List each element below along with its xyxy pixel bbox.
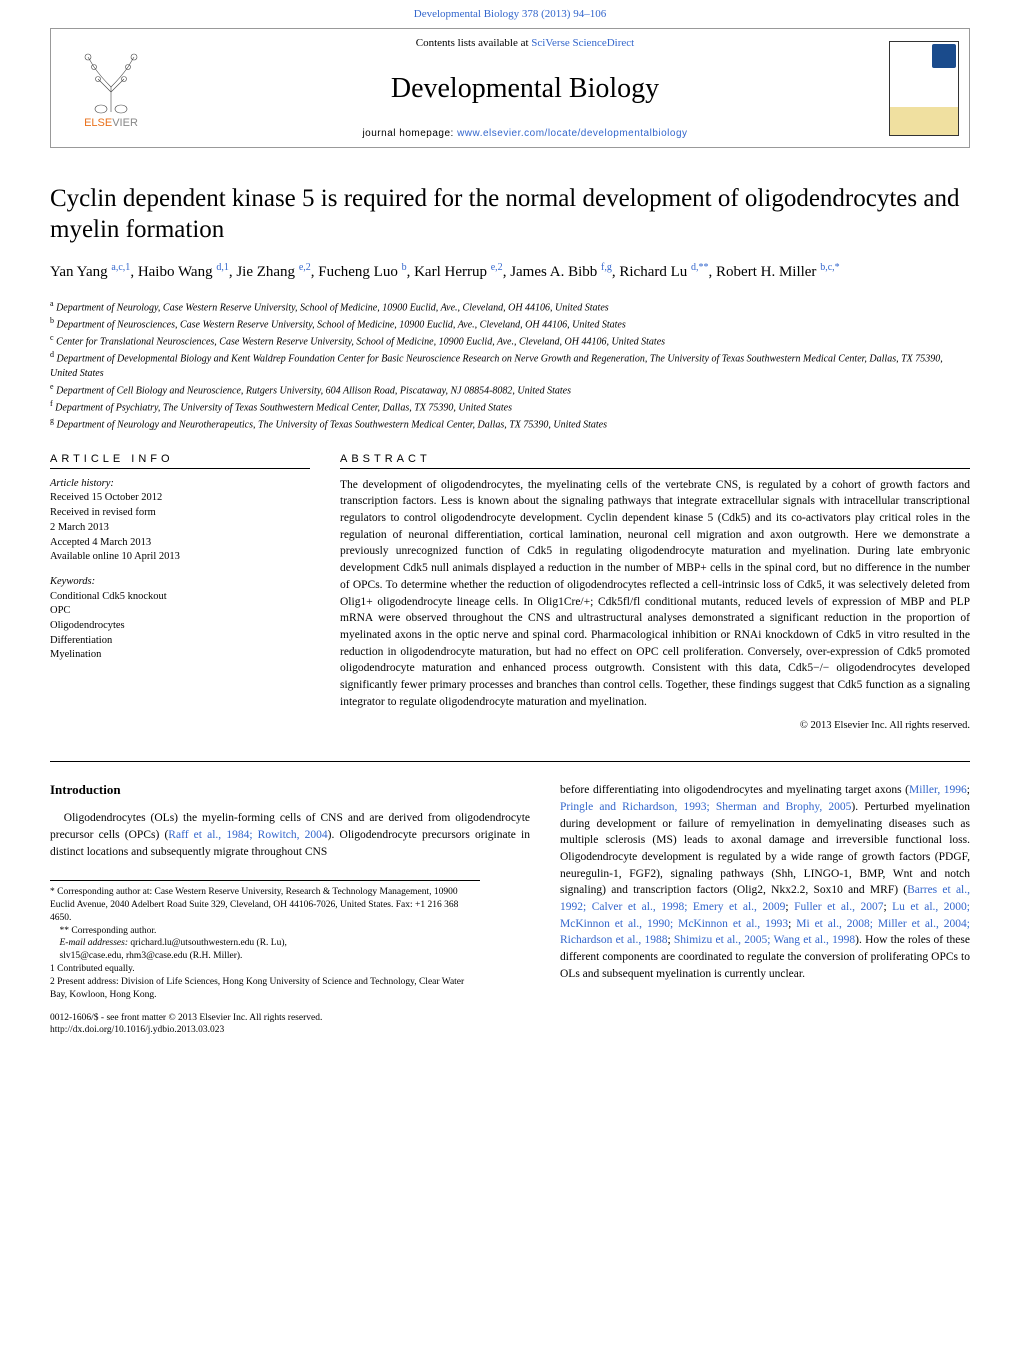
affiliation-line: e Department of Cell Biology and Neurosc… [50,381,970,398]
affiliation-list: a Department of Neurology, Case Western … [50,298,970,433]
footnote-line: slv15@case.edu, rhm3@case.edu (R.H. Mill… [50,950,480,963]
history-line: Received 15 October 2012 [50,491,310,506]
keyword-line: Conditional Cdk5 knockout [50,590,310,605]
author-list: Yan Yang a,c,1, Haibo Wang d,1, Jie Zhan… [50,261,970,283]
cover-badge-icon [932,44,956,68]
affiliation-line: g Department of Neurology and Neurothera… [50,415,970,432]
footnote-line: * Corresponding author at: Case Western … [50,886,480,924]
doi-link[interactable]: http://dx.doi.org/10.1016/j.ydbio.2013.0… [50,1024,480,1037]
affiliation-line: c Center for Translational Neurosciences… [50,332,970,349]
footnote-line: ** Corresponding author. [50,925,480,938]
elsevier-logo[interactable]: ELSEVIER [51,29,171,147]
affiliation-line: d Department of Developmental Biology an… [50,349,970,380]
front-matter-line: 0012-1606/$ - see front matter © 2013 El… [50,1012,480,1025]
article-info-heading: ARTICLE INFO [50,453,310,469]
elsevier-tree-icon [76,47,146,117]
abstract-text: The development of oligodendrocytes, the… [340,477,970,710]
footnote-line: E-mail addresses: qrichard.lu@utsouthwes… [50,937,480,950]
article-history-label: Article history: [50,477,310,492]
sciencedirect-link[interactable]: SciVerse ScienceDirect [531,37,634,49]
contents-available-line: Contents lists available at SciVerse Sci… [416,37,634,49]
affiliation-line: f Department of Psychiatry, The Universi… [50,398,970,415]
affiliation-line: b Department of Neurosciences, Case West… [50,315,970,332]
keyword-line: OPC [50,604,310,619]
journal-title: Developmental Biology [391,73,659,105]
keyword-line: Differentiation [50,634,310,649]
affiliation-line: a Department of Neurology, Case Western … [50,298,970,315]
keyword-line: Oligodendrocytes [50,619,310,634]
keywords-label: Keywords: [50,575,310,590]
article-title: Cyclin dependent kinase 5 is required fo… [50,183,970,246]
history-line: Received in revised form [50,506,310,521]
keyword-line: Myelination [50,648,310,663]
footnotes-block: * Corresponding author at: Case Western … [50,880,480,1001]
footnote-line: 2 Present address: Division of Life Scie… [50,976,480,1002]
journal-header: ELSEVIER Contents lists available at Sci… [50,28,970,148]
header-center: Contents lists available at SciVerse Sci… [171,29,879,147]
history-line: Accepted 4 March 2013 [50,536,310,551]
elsevier-wordmark: ELSEVIER [84,117,138,129]
journal-homepage-line: journal homepage: www.elsevier.com/locat… [362,128,687,139]
article-info-block: Article history: Received 15 October 201… [50,477,310,663]
footnote-line: 1 Contributed equally. [50,963,480,976]
history-line: 2 March 2013 [50,521,310,536]
abstract-copyright: © 2013 Elsevier Inc. All rights reserved… [340,720,970,731]
introduction-heading: Introduction [50,782,530,798]
cover-image [889,41,959,136]
abstract-heading: ABSTRACT [340,453,970,469]
intro-text-right: before differentiating into oligodendroc… [560,782,970,982]
history-line: Available online 10 April 2013 [50,550,310,565]
journal-cover-thumbnail[interactable] [879,29,969,147]
journal-citation-link[interactable]: Developmental Biology 378 (2013) 94–106 [0,0,1020,28]
doi-block: 0012-1606/$ - see front matter © 2013 El… [50,1012,480,1038]
journal-homepage-link[interactable]: www.elsevier.com/locate/developmentalbio… [457,128,687,139]
intro-text-left: Oligodendrocytes (OLs) the myelin-formin… [50,810,530,860]
